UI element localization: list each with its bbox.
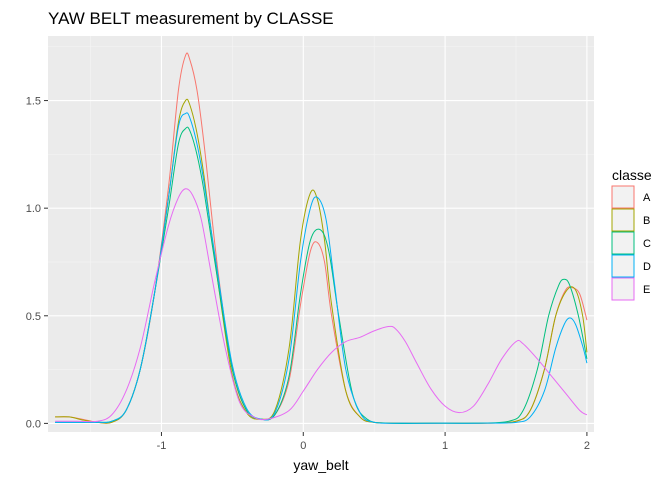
legend-key-b bbox=[611, 208, 635, 232]
x-tick-label: 1 bbox=[442, 440, 448, 452]
legend-title: classe bbox=[612, 167, 652, 183]
minor-gridlines bbox=[48, 36, 594, 432]
y-tick-label: 1.0 bbox=[26, 203, 41, 215]
x-axis: -1 0 1 2 bbox=[157, 432, 590, 452]
legend-key-e bbox=[611, 277, 635, 301]
legend-key-d bbox=[611, 254, 635, 278]
legend-label-b: B bbox=[643, 215, 650, 227]
x-tick-label: 2 bbox=[584, 440, 590, 452]
legend-label-a: A bbox=[643, 192, 651, 204]
y-axis: 0.0 0.5 1.0 1.5 bbox=[26, 96, 48, 430]
density-lines bbox=[55, 52, 588, 424]
legend-key-c bbox=[611, 231, 635, 255]
y-tick-label: 1.5 bbox=[26, 96, 41, 108]
legend-label-e: E bbox=[643, 284, 650, 296]
y-tick-label: 0.0 bbox=[26, 418, 41, 430]
legend-key-a bbox=[611, 185, 635, 209]
x-tick-label: -1 bbox=[157, 440, 167, 452]
y-tick-label: 0.5 bbox=[26, 311, 41, 323]
x-axis-title: yaw_belt bbox=[293, 457, 348, 473]
density-line-e bbox=[55, 188, 588, 423]
x-tick-label: 0 bbox=[300, 440, 306, 452]
legend-label-d: D bbox=[643, 261, 651, 273]
chart-title: YAW BELT measurement by CLASSE bbox=[48, 9, 334, 28]
legend-label-c: C bbox=[643, 238, 651, 250]
plot-background bbox=[48, 36, 594, 432]
